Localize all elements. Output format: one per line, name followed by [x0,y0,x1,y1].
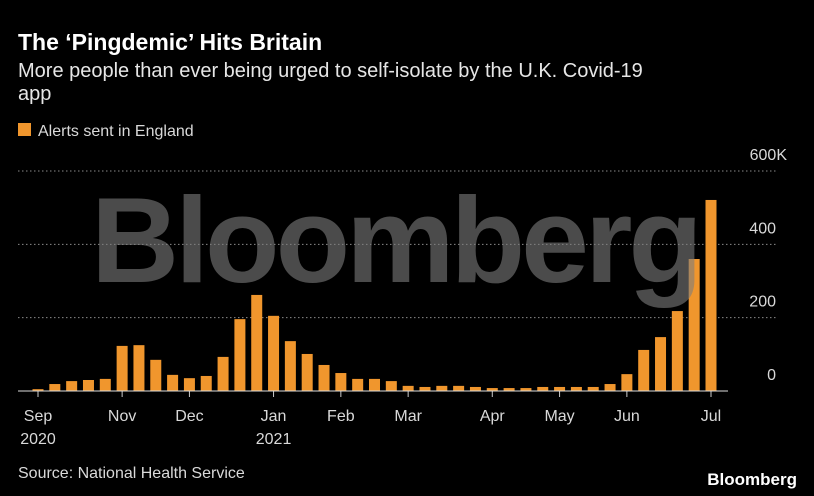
bar [284,341,296,391]
bar [167,374,179,391]
bar [82,380,94,391]
bar [604,384,616,391]
bar [638,349,650,391]
bar [419,386,431,391]
bar [621,374,633,391]
bar [587,386,599,391]
bar [183,378,195,391]
bar [200,375,212,391]
bar [49,384,61,391]
x-tick-label: Sep [24,408,53,425]
bar [385,381,397,391]
bar [133,345,145,391]
bar [99,378,111,391]
bar [234,319,246,391]
bar [705,199,717,391]
bar [671,311,683,391]
chart-subtitle: More people than ever being urged to sel… [18,60,643,105]
bar [217,356,229,391]
x-tick-label: Jul [701,408,721,425]
x-sublabel: 2021 [256,431,292,448]
bar [503,388,515,391]
x-tick-label: Apr [480,408,506,425]
bar [537,386,549,391]
bar [688,259,700,391]
legend-label: Alerts sent in England [38,123,194,140]
bar [318,364,330,391]
bar [150,359,162,391]
bar [453,385,465,391]
x-tick-label: Nov [108,408,136,425]
bar [66,381,78,391]
x-tick-label: Jun [614,408,640,425]
chart-title: The ‘Pingdemic’ Hits Britain [18,29,322,55]
logo: Bloomberg [707,470,797,489]
bar [570,386,582,391]
watermark: Bloomberg [91,172,699,308]
bar [402,385,414,391]
y-tick-label: 200 [749,294,776,311]
bar [268,315,280,391]
source: Source: National Health Service [18,465,245,482]
x-tick-label: May [544,408,574,425]
x-tick-label: Mar [394,408,422,425]
bar [251,294,263,391]
x-tick-label: Dec [175,408,203,425]
bar [301,353,313,391]
x-sublabel: 2020 [20,431,56,448]
y-tick-label: 400 [749,220,776,237]
bar [369,378,380,391]
bar [116,345,128,391]
x-tick-label: Feb [327,408,355,425]
bar [655,337,667,391]
legend-swatch [18,123,31,136]
x-tick-label: Jan [261,408,287,425]
bar [520,388,532,391]
bar [335,373,347,391]
bar [352,378,364,391]
bar [486,388,498,391]
bar [436,385,448,391]
y-tick-label: 0 [767,367,776,384]
bar [32,389,44,391]
bar [469,386,481,391]
y-tick-label: 600K [750,147,788,164]
bar [554,386,566,391]
